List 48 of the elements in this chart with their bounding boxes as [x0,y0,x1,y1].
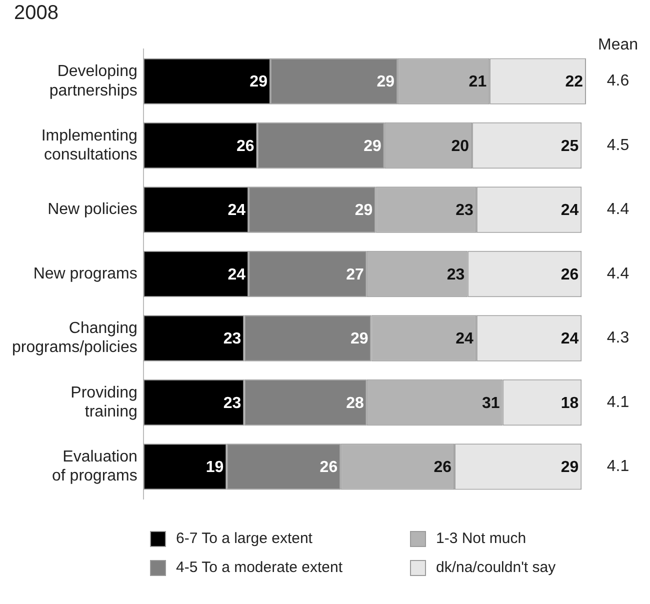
legend-label: 6-7 To a large extent [176,530,312,547]
data-label: 24 [456,330,474,348]
y-tick-label: Providing training [70,384,138,420]
data-label: 27 [346,266,364,284]
legend-label: 1-3 Not much [436,530,526,547]
data-label: 24 [560,330,579,348]
text: 4.6 [606,72,630,90]
y-tick-label: New programs [33,265,138,282]
data-label: 26 [434,459,452,476]
data-label: 26 [560,266,579,284]
data-label: 29 [560,459,579,476]
data-label: 23 [456,202,474,220]
data-label: 19 [206,459,224,476]
y-tick-label: Changing programs/policies [12,320,138,356]
y-tick-label: Implementing consultations [41,127,138,164]
data-label: 18 [560,394,579,412]
text: 4.4 [606,201,630,218]
text: 4.5 [606,136,630,154]
data-label: 26 [236,138,254,155]
data-label: 28 [346,394,364,412]
data-label: 24 [560,202,579,220]
text: Mean [598,36,638,54]
data-label: 29 [350,330,368,348]
data-label: 29 [364,138,382,155]
data-label: 25 [560,138,579,155]
text: 4.3 [606,330,630,347]
data-label: 21 [468,74,487,91]
y-tick-label: Evaluation of programs [52,448,138,485]
data-label: 26 [320,459,338,476]
data-label: 29 [250,74,268,91]
data-label: 31 [482,394,500,412]
data-label: 23 [223,394,242,412]
text: 4.1 [606,458,630,476]
data-label: 22 [565,74,584,91]
data-label: 20 [451,138,470,155]
y-tick-label: Developing partnerships [49,63,138,100]
legend-label: 4-5 To a moderate extent [176,559,342,576]
data-label: 24 [228,266,246,284]
y-tick-label: New policies [48,201,138,218]
legend-label: dk/na/couldn't say [436,559,556,576]
data-label: 29 [376,74,395,91]
text: 4.1 [606,394,630,411]
data-label: 23 [446,266,465,284]
chart-title: 2008 [14,2,58,25]
data-label: 24 [228,202,246,220]
text: 4.4 [606,265,630,282]
data-label: 29 [354,202,373,220]
data-label: 23 [223,330,242,348]
